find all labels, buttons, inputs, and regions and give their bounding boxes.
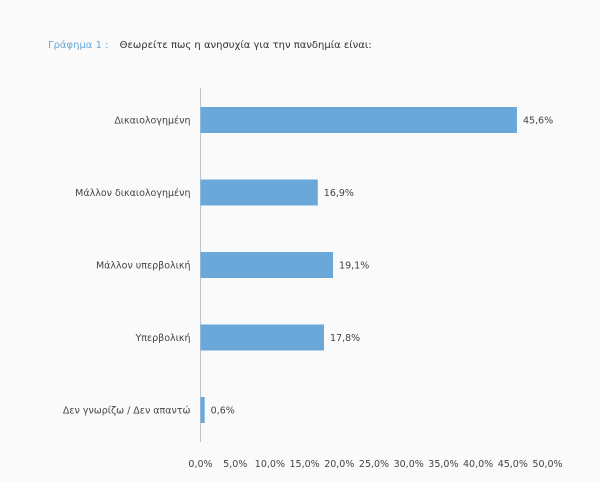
x-tick-label: 10,0% bbox=[255, 459, 285, 470]
x-tick-label: 0,0% bbox=[188, 459, 212, 470]
chart-title-prefix: Γράφημα 1 : bbox=[48, 39, 109, 51]
x-tick-label: 15,0% bbox=[290, 459, 320, 470]
chart-title-text: Θεωρείτε πως η ανησυχία για την πανδημία… bbox=[120, 39, 372, 51]
value-label: 17,8% bbox=[330, 333, 360, 344]
value-label: 19,1% bbox=[339, 261, 369, 272]
x-tick-label: 45,0% bbox=[498, 459, 528, 470]
x-tick-label: 25,0% bbox=[359, 459, 389, 470]
category-label: Δικαιολογημένη bbox=[114, 116, 190, 127]
chart-title: Γράφημα 1 : Θεωρείτε πως η ανησυχία για … bbox=[48, 33, 372, 52]
bar bbox=[200, 397, 205, 423]
value-labels-group: 45,6% 16,9% 19,1% 17,8% 0,6% bbox=[211, 116, 553, 417]
x-tick-labels-group: 0,0% 5,0% 10,0% 15,0% 20,0% 25,0% 30,0% 35,0% 40… bbox=[188, 459, 562, 470]
x-tick-label: 20,0% bbox=[324, 459, 354, 470]
category-label: Υπερβολική bbox=[134, 333, 190, 344]
x-tick-label: 5,0% bbox=[223, 459, 247, 470]
x-tick-label: 35,0% bbox=[428, 459, 458, 470]
category-labels-group: Δικαιολογημένη Μάλλον δικαιολογημένη Μάλλο… bbox=[63, 116, 191, 417]
category-label: Μάλλον δικαιολογημένη bbox=[75, 188, 190, 199]
x-tick-label: 50,0% bbox=[532, 459, 562, 470]
x-tick-label: 30,0% bbox=[394, 459, 424, 470]
x-tick-label: 40,0% bbox=[463, 459, 493, 470]
value-label: 16,9% bbox=[324, 188, 354, 199]
value-label: 45,6% bbox=[523, 116, 553, 127]
bar bbox=[200, 324, 325, 351]
value-label: 0,6% bbox=[211, 406, 235, 417]
category-label: Μάλλον υπερβολική bbox=[96, 261, 191, 272]
bar bbox=[200, 252, 334, 278]
category-label: Δεν γνωρίζω / Δεν απαντώ bbox=[63, 406, 191, 417]
bar bbox=[200, 107, 517, 133]
bar bbox=[200, 179, 318, 206]
bars-group bbox=[200, 107, 517, 423]
